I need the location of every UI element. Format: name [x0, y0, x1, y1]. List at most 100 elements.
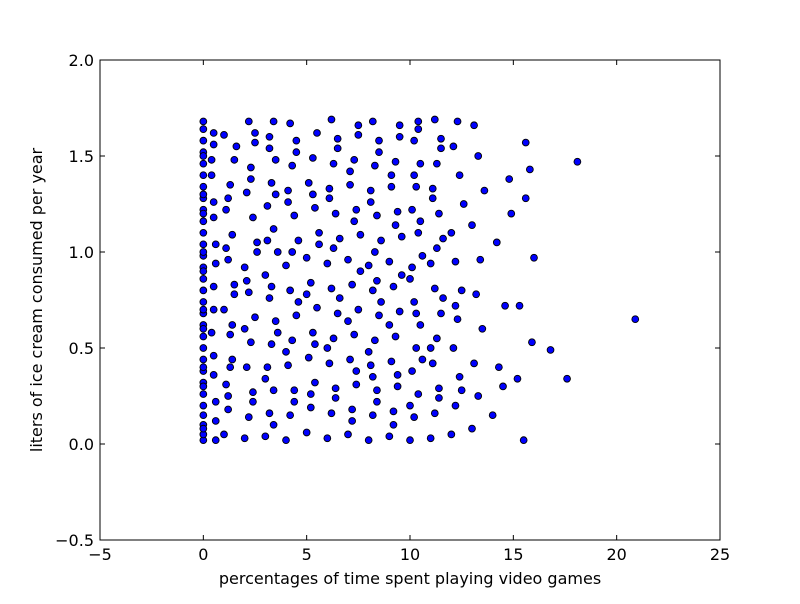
data-point [220, 430, 228, 439]
data-point [410, 298, 418, 306]
data-point [393, 382, 402, 391]
data-point [344, 430, 352, 439]
data-point [199, 390, 208, 398]
data-point [306, 403, 315, 412]
data-point [457, 386, 466, 395]
data-point [302, 428, 311, 437]
data-point [302, 290, 311, 299]
data-point [346, 355, 354, 364]
data-point [199, 344, 208, 352]
data-point [199, 401, 208, 410]
data-point [311, 203, 319, 212]
data-point [368, 411, 377, 420]
data-point [209, 198, 218, 206]
data-point [414, 228, 423, 237]
x-tick-label: 5 [302, 545, 312, 564]
data-point [247, 338, 255, 347]
data-point [309, 328, 317, 337]
data-point [416, 217, 425, 226]
data-point [228, 321, 237, 329]
data-point [364, 347, 373, 356]
data-point [240, 324, 249, 333]
data-point [437, 309, 445, 318]
x-axis-label: percentages of time spent playing video … [219, 569, 601, 588]
data-point [313, 303, 321, 312]
data-point [563, 374, 571, 383]
data-point [251, 313, 259, 322]
data-point [350, 155, 359, 164]
data-point [199, 275, 208, 283]
data-point [501, 301, 509, 310]
data-point [433, 334, 441, 343]
data-point [455, 171, 464, 180]
data-point [435, 394, 443, 402]
data-point [209, 351, 218, 360]
data-point [331, 394, 340, 402]
data-point [242, 276, 251, 285]
data-point [389, 420, 398, 429]
data-point [325, 184, 334, 193]
data-point [412, 309, 421, 318]
data-point [199, 355, 208, 364]
data-point [273, 248, 282, 256]
data-point [546, 346, 555, 354]
data-point [333, 309, 342, 318]
data-point [228, 355, 237, 364]
data-point [207, 328, 216, 337]
data-point [371, 161, 379, 170]
data-point [371, 336, 379, 345]
data-point [387, 357, 396, 366]
data-point [519, 436, 528, 445]
data-point [453, 117, 462, 126]
data-point [313, 129, 321, 137]
data-point [282, 261, 290, 270]
data-point [226, 363, 235, 372]
data-point [209, 305, 218, 314]
data-point [368, 117, 377, 126]
data-point [199, 240, 208, 249]
data-point [385, 432, 394, 441]
data-point [499, 382, 507, 391]
data-point [433, 244, 441, 253]
data-point [373, 397, 381, 406]
data-point [459, 200, 468, 208]
data-point [375, 148, 383, 157]
data-point [451, 301, 460, 310]
data-point [286, 411, 294, 420]
data-point [368, 286, 377, 295]
data-point [220, 131, 228, 139]
data-point [414, 125, 423, 133]
data-point [309, 154, 317, 162]
data-point [292, 148, 301, 157]
data-point [356, 267, 365, 276]
data-point [397, 271, 406, 279]
data-point [354, 305, 363, 314]
data-point [199, 382, 208, 391]
data-point [428, 184, 437, 193]
data-point [269, 386, 278, 395]
data-point [437, 144, 445, 153]
data-point [439, 294, 447, 302]
data-point [232, 142, 241, 151]
data-point [333, 134, 342, 143]
data-point [430, 115, 439, 124]
data-point [244, 117, 253, 126]
data-point [211, 397, 220, 406]
data-point [292, 136, 301, 145]
data-point [507, 209, 516, 218]
data-point [387, 171, 396, 180]
data-point [410, 413, 418, 421]
data-point [211, 436, 220, 445]
data-point [521, 194, 530, 203]
data-point [199, 267, 208, 276]
data-point [222, 244, 230, 253]
y-tick-label: 1.5 [69, 147, 94, 166]
data-point [199, 298, 208, 306]
data-point [224, 255, 232, 264]
x-tick-label: 20 [606, 545, 626, 564]
data-point [366, 186, 375, 195]
data-point [199, 324, 208, 333]
data-point [228, 230, 237, 239]
data-point [521, 138, 530, 147]
data-point [327, 409, 336, 418]
